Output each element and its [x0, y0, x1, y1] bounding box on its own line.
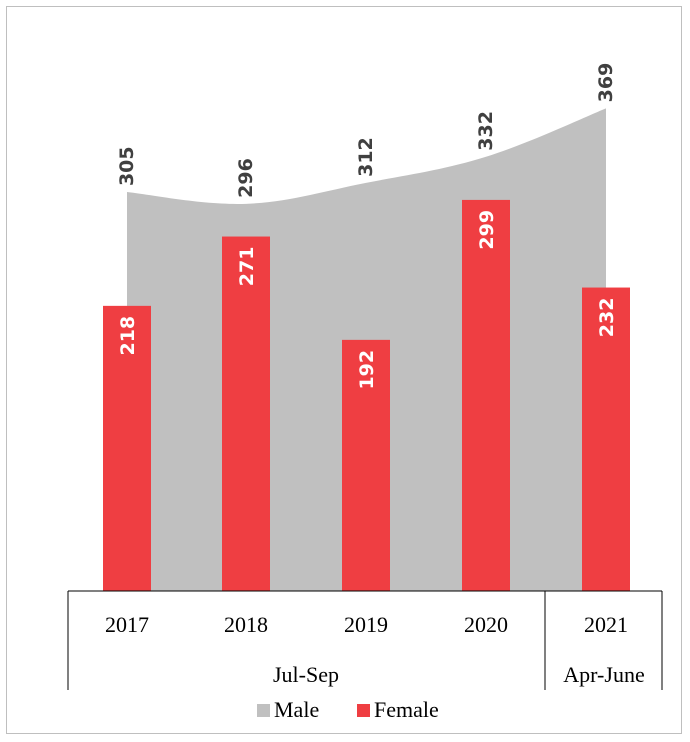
female-bar-2021 — [582, 287, 630, 591]
male-value-labels: 305 296 312 332 369 — [116, 63, 617, 198]
male-value-label-2019: 312 — [355, 137, 377, 177]
female-bar-2017 — [103, 305, 151, 591]
category-labels: 2017 2018 2019 2020 2021 — [105, 612, 628, 637]
legend: Male Female — [257, 697, 439, 722]
legend-label-female: Female — [374, 697, 439, 722]
category-axis — [67, 590, 663, 690]
group-label-1: Apr-June — [563, 662, 644, 687]
female-bar-2020 — [462, 199, 510, 591]
female-value-label-2018: 271 — [236, 247, 258, 287]
female-bar-2019 — [342, 339, 390, 591]
legend-label-male: Male — [274, 697, 319, 722]
category-label-2019: 2019 — [344, 612, 388, 637]
female-value-label-2021: 232 — [596, 298, 618, 338]
female-value-labels: 218 271 192 299 232 — [117, 210, 618, 390]
category-label-2020: 2020 — [464, 612, 508, 637]
category-label-2018: 2018 — [224, 612, 268, 637]
male-value-label-2021: 369 — [595, 63, 617, 103]
male-value-label-2020: 332 — [475, 111, 497, 151]
female-value-label-2017: 218 — [117, 316, 139, 356]
female-value-label-2020: 299 — [476, 210, 498, 250]
category-label-2021: 2021 — [584, 612, 628, 637]
group-label-0: Jul-Sep — [273, 662, 339, 687]
male-value-label-2018: 296 — [235, 158, 257, 198]
female-bar-2018 — [222, 236, 270, 592]
category-label-2017: 2017 — [105, 612, 149, 637]
legend-swatch-male — [257, 704, 270, 717]
group-labels: Jul-Sep Apr-June — [273, 662, 645, 687]
male-value-label-2017: 305 — [116, 146, 138, 186]
legend-swatch-female — [357, 704, 370, 717]
female-bars-layer — [103, 199, 630, 592]
female-value-label-2019: 192 — [356, 350, 378, 390]
